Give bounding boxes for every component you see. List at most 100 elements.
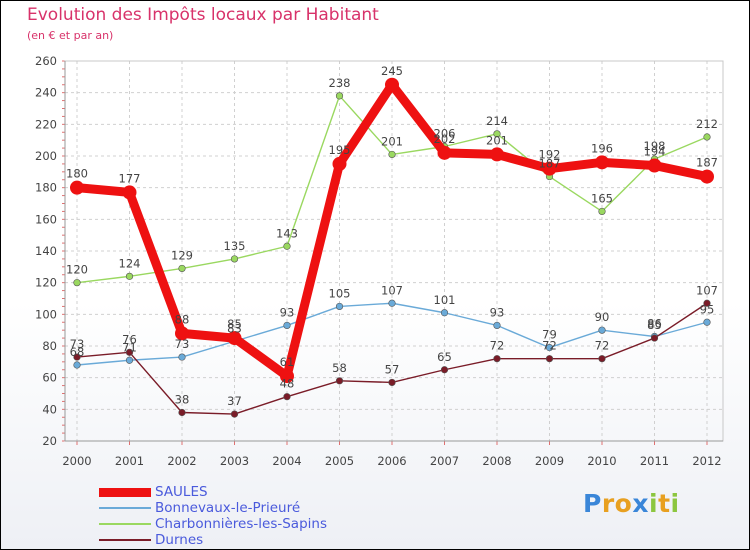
data-label-charbonni-res-les-sapins: 120: [66, 263, 88, 277]
data-label-durnes: 72: [542, 339, 557, 353]
legend-item-durnes: Durnes: [99, 532, 327, 548]
data-point-saules: [175, 326, 189, 341]
data-label-saules: 180: [66, 167, 88, 181]
data-point-charbonni-res-les-sapins: [493, 130, 501, 138]
x-tick-label: 2011: [640, 454, 669, 468]
legend-label-durnes: Durnes: [155, 532, 204, 548]
x-tick-label: 2012: [692, 454, 721, 468]
y-tick-label: 100: [35, 307, 57, 321]
x-tick-label: 2003: [220, 454, 249, 468]
data-label-saules: 245: [381, 64, 403, 78]
data-label-bonnevaux-le-prieur-: 93: [490, 305, 505, 319]
y-tick-label: 240: [35, 86, 57, 100]
data-label-charbonni-res-les-sapins: 198: [644, 139, 666, 153]
data-point-durnes: [493, 355, 501, 363]
legend-swatch-bonnevaux: [99, 507, 151, 509]
data-label-bonnevaux-le-prieur-: 68: [70, 345, 85, 359]
data-label-bonnevaux-le-prieur-: 83: [227, 321, 242, 335]
data-label-durnes: 73: [70, 337, 85, 351]
logo-letter: i: [649, 489, 659, 518]
y-tick-label: 120: [35, 276, 57, 290]
data-label-durnes: 37: [227, 394, 242, 408]
legend-label-charbonnieres: Charbonnières-les-Sapins: [155, 516, 327, 532]
data-point-charbonni-res-les-sapins: [283, 242, 291, 250]
data-label-saules: 202: [434, 132, 456, 146]
data-point-bonnevaux-le-prieur-: [388, 299, 396, 307]
data-label-saules: 196: [591, 141, 613, 155]
y-tick-label: 20: [42, 434, 57, 448]
data-label-bonnevaux-le-prieur-: 95: [700, 302, 715, 316]
legend-swatch-charbonnieres: [99, 523, 151, 525]
x-tick-label: 2007: [430, 454, 459, 468]
data-point-bonnevaux-le-prieur-: [178, 353, 186, 361]
data-label-bonnevaux-le-prieur-: 73: [175, 337, 190, 351]
data-label-charbonni-res-les-sapins: 135: [224, 239, 246, 253]
data-label-bonnevaux-le-prieur-: 86: [647, 317, 662, 331]
legend-item-saules: SAULES: [99, 484, 327, 500]
data-point-durnes: [230, 410, 239, 418]
data-label-bonnevaux-le-prieur-: 71: [122, 340, 137, 354]
logo-letter: o: [614, 489, 633, 518]
x-tick-label: 2001: [115, 454, 144, 468]
data-point-durnes: [178, 408, 186, 417]
data-point-saules: [437, 145, 452, 160]
data-label-charbonni-res-les-sapins: 143: [276, 226, 298, 240]
y-tick-label: 60: [42, 371, 57, 385]
data-label-durnes: 57: [385, 362, 400, 376]
logo-letter: i: [670, 489, 680, 518]
legend-item-charbonnieres: Charbonnières-les-Sapins: [99, 516, 327, 532]
y-tick-label: 200: [35, 149, 57, 163]
data-point-durnes: [650, 334, 659, 342]
data-point-durnes: [335, 377, 344, 385]
data-label-bonnevaux-le-prieur-: 107: [381, 283, 403, 297]
y-tick-label: 80: [42, 339, 57, 353]
legend-item-bonnevaux: Bonnevaux-le-Prieuré: [99, 500, 327, 516]
x-tick-label: 2004: [272, 454, 301, 468]
data-label-durnes: 72: [595, 339, 610, 353]
data-point-saules: [700, 169, 714, 184]
data-label-charbonni-res-les-sapins: 187: [539, 157, 561, 171]
chart-subtitle: (en € et par an): [27, 29, 114, 42]
y-tick-label: 140: [35, 244, 57, 258]
data-point-charbonni-res-les-sapins: [230, 255, 239, 263]
data-label-charbonni-res-les-sapins: 212: [696, 117, 718, 131]
data-label-charbonni-res-les-sapins: 165: [591, 191, 613, 205]
data-label-bonnevaux-le-prieur-: 105: [329, 286, 351, 300]
data-label-charbonni-res-les-sapins: 214: [486, 114, 508, 128]
data-point-saules: [595, 155, 609, 170]
data-point-bonnevaux-le-prieur-: [335, 302, 344, 311]
data-point-bonnevaux-le-prieur-: [440, 309, 449, 317]
logo-letter: r: [601, 489, 615, 518]
data-label-bonnevaux-le-prieur-: 90: [595, 310, 610, 324]
data-point-durnes: [703, 299, 711, 307]
data-point-charbonni-res-les-sapins: [388, 150, 396, 159]
data-point-saules: [490, 147, 504, 162]
data-label-bonnevaux-le-prieur-: 101: [434, 293, 456, 307]
logo-letter: t: [658, 489, 671, 518]
x-tick-label: 2005: [325, 454, 354, 468]
y-tick-label: 160: [35, 212, 57, 226]
data-label-saules: 194: [644, 145, 666, 159]
x-tick-label: 2010: [587, 454, 616, 468]
data-point-saules: [227, 331, 242, 346]
data-label-bonnevaux-le-prieur-: 79: [542, 328, 557, 342]
data-label-charbonni-res-les-sapins: 124: [119, 256, 141, 270]
data-label-bonnevaux-le-prieur-: 93: [280, 305, 295, 319]
data-point-durnes: [283, 393, 291, 401]
x-tick-label: 2009: [535, 454, 564, 468]
legend-swatch-durnes: [99, 539, 151, 541]
data-point-saules: [542, 161, 557, 176]
proxiti-logo: Proxiti: [583, 489, 680, 518]
data-label-saules: 187: [696, 156, 718, 170]
data-point-saules: [332, 156, 347, 171]
data-label-durnes: 58: [332, 361, 347, 375]
data-label-saules: 177: [119, 171, 141, 185]
data-label-charbonni-res-les-sapins: 206: [434, 127, 456, 141]
data-point-charbonni-res-les-sapins: [178, 264, 186, 273]
data-label-durnes: 76: [122, 332, 137, 346]
data-point-charbonni-res-les-sapins: [73, 279, 81, 287]
chart-title: Evolution des Impôts locaux par Habitant: [27, 5, 379, 25]
data-point-durnes: [598, 355, 606, 363]
y-tick-label: 220: [35, 117, 57, 131]
logo-letter: x: [632, 489, 649, 518]
